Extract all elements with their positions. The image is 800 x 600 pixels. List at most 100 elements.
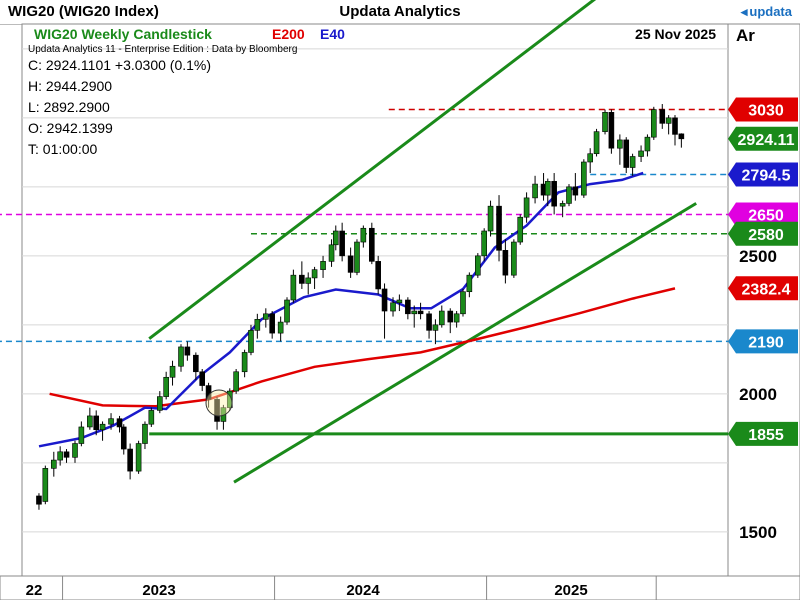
candle — [623, 137, 630, 174]
candle-body — [193, 354, 199, 373]
logo-text: updata — [749, 4, 792, 19]
price-label-box — [728, 276, 798, 301]
level-lines — [0, 108, 728, 436]
candle-body — [460, 291, 466, 315]
candle — [466, 272, 473, 298]
candle-body — [142, 423, 148, 444]
ohlc-open: O: 2942.1399 — [28, 120, 113, 136]
candle — [135, 440, 142, 474]
y-tick-label: 1500 — [739, 523, 777, 542]
candle — [502, 239, 509, 284]
candle-body — [87, 415, 93, 428]
candle-body — [581, 161, 587, 196]
candle — [277, 316, 284, 342]
axis-scale-label[interactable]: Ar — [736, 26, 755, 45]
candle-body — [233, 371, 239, 392]
price-label-2924.11: 2924.11 — [728, 126, 798, 151]
candle — [328, 239, 335, 267]
candle — [523, 192, 530, 223]
candle — [432, 319, 439, 345]
candle — [453, 311, 460, 328]
candle — [184, 341, 191, 361]
candle-body — [523, 197, 530, 218]
price-label-2580: 2580 — [728, 221, 798, 246]
price-label-2794.5: 2794.5 — [728, 162, 798, 187]
candle — [332, 225, 339, 251]
candle — [193, 352, 199, 381]
candle — [438, 305, 445, 328]
candle-body — [184, 346, 191, 356]
candle-body — [120, 426, 127, 450]
candle-body — [127, 448, 133, 472]
chart-title: WIG20 Weekly Candlestick — [34, 26, 212, 42]
candle — [305, 272, 312, 295]
price-label-text: 2650 — [748, 207, 784, 224]
price-label-box — [728, 202, 798, 227]
candle-body — [390, 302, 396, 312]
chart-date: 25 Nov 2025 — [635, 26, 716, 42]
candle — [390, 297, 396, 317]
candle-body — [475, 255, 481, 276]
candle — [93, 410, 100, 436]
legend-e40: E40 — [320, 26, 345, 42]
candle — [369, 222, 375, 265]
candle — [587, 148, 593, 174]
candle-body — [426, 313, 432, 331]
candle — [650, 106, 657, 140]
price-labels: 3030 2924.11 2794.5 2650 2580 2382.4 2190 1855 — [728, 97, 798, 446]
plot-frame — [21, 23, 729, 577]
candle — [290, 269, 297, 303]
app-title: Updata Analytics — [339, 3, 461, 20]
candle — [581, 159, 587, 198]
candle — [241, 349, 248, 378]
y-tick-label: 2500 — [739, 247, 777, 266]
candle — [417, 302, 424, 320]
candle-body — [269, 313, 275, 334]
candle — [411, 305, 418, 328]
candle — [532, 175, 538, 204]
candle — [572, 173, 579, 201]
candle — [375, 255, 381, 295]
candle-body — [248, 330, 254, 353]
candle-body — [650, 109, 657, 138]
candle-body — [511, 241, 517, 276]
candle-body — [572, 186, 579, 196]
candle — [320, 255, 326, 278]
candle-body — [99, 423, 106, 431]
candle-body — [623, 139, 630, 168]
candle-body — [629, 156, 636, 168]
price-label-box — [728, 97, 798, 122]
candle-body — [78, 426, 85, 444]
candles — [36, 104, 685, 510]
candle — [544, 178, 551, 207]
candle-body — [602, 112, 608, 132]
candle-body — [135, 443, 142, 472]
candle-body — [453, 313, 460, 323]
candle-body — [593, 131, 600, 155]
candle-body — [551, 181, 557, 207]
candle-body — [332, 230, 339, 246]
candle-body — [405, 299, 411, 315]
price-label-text: 1855 — [748, 427, 784, 444]
candle-body — [93, 415, 100, 431]
candle-body — [466, 274, 473, 293]
candle-body — [148, 410, 155, 425]
candle-body — [42, 468, 49, 502]
candle — [169, 360, 176, 386]
price-label-box — [728, 421, 798, 446]
price-label-1855: 1855 — [728, 421, 798, 446]
candle — [120, 424, 127, 455]
candle-body — [411, 310, 418, 315]
updata-logo-icon: ◂ — [740, 4, 748, 19]
candle — [381, 283, 388, 339]
candle — [447, 308, 454, 334]
candle-body — [299, 274, 305, 284]
highlight-circle — [205, 389, 233, 417]
candle — [233, 369, 239, 394]
candle — [108, 413, 114, 430]
x-tick-label: 2024 — [346, 582, 380, 599]
candle-body — [178, 346, 184, 367]
candle-body — [517, 216, 524, 243]
candle-body — [672, 117, 678, 135]
